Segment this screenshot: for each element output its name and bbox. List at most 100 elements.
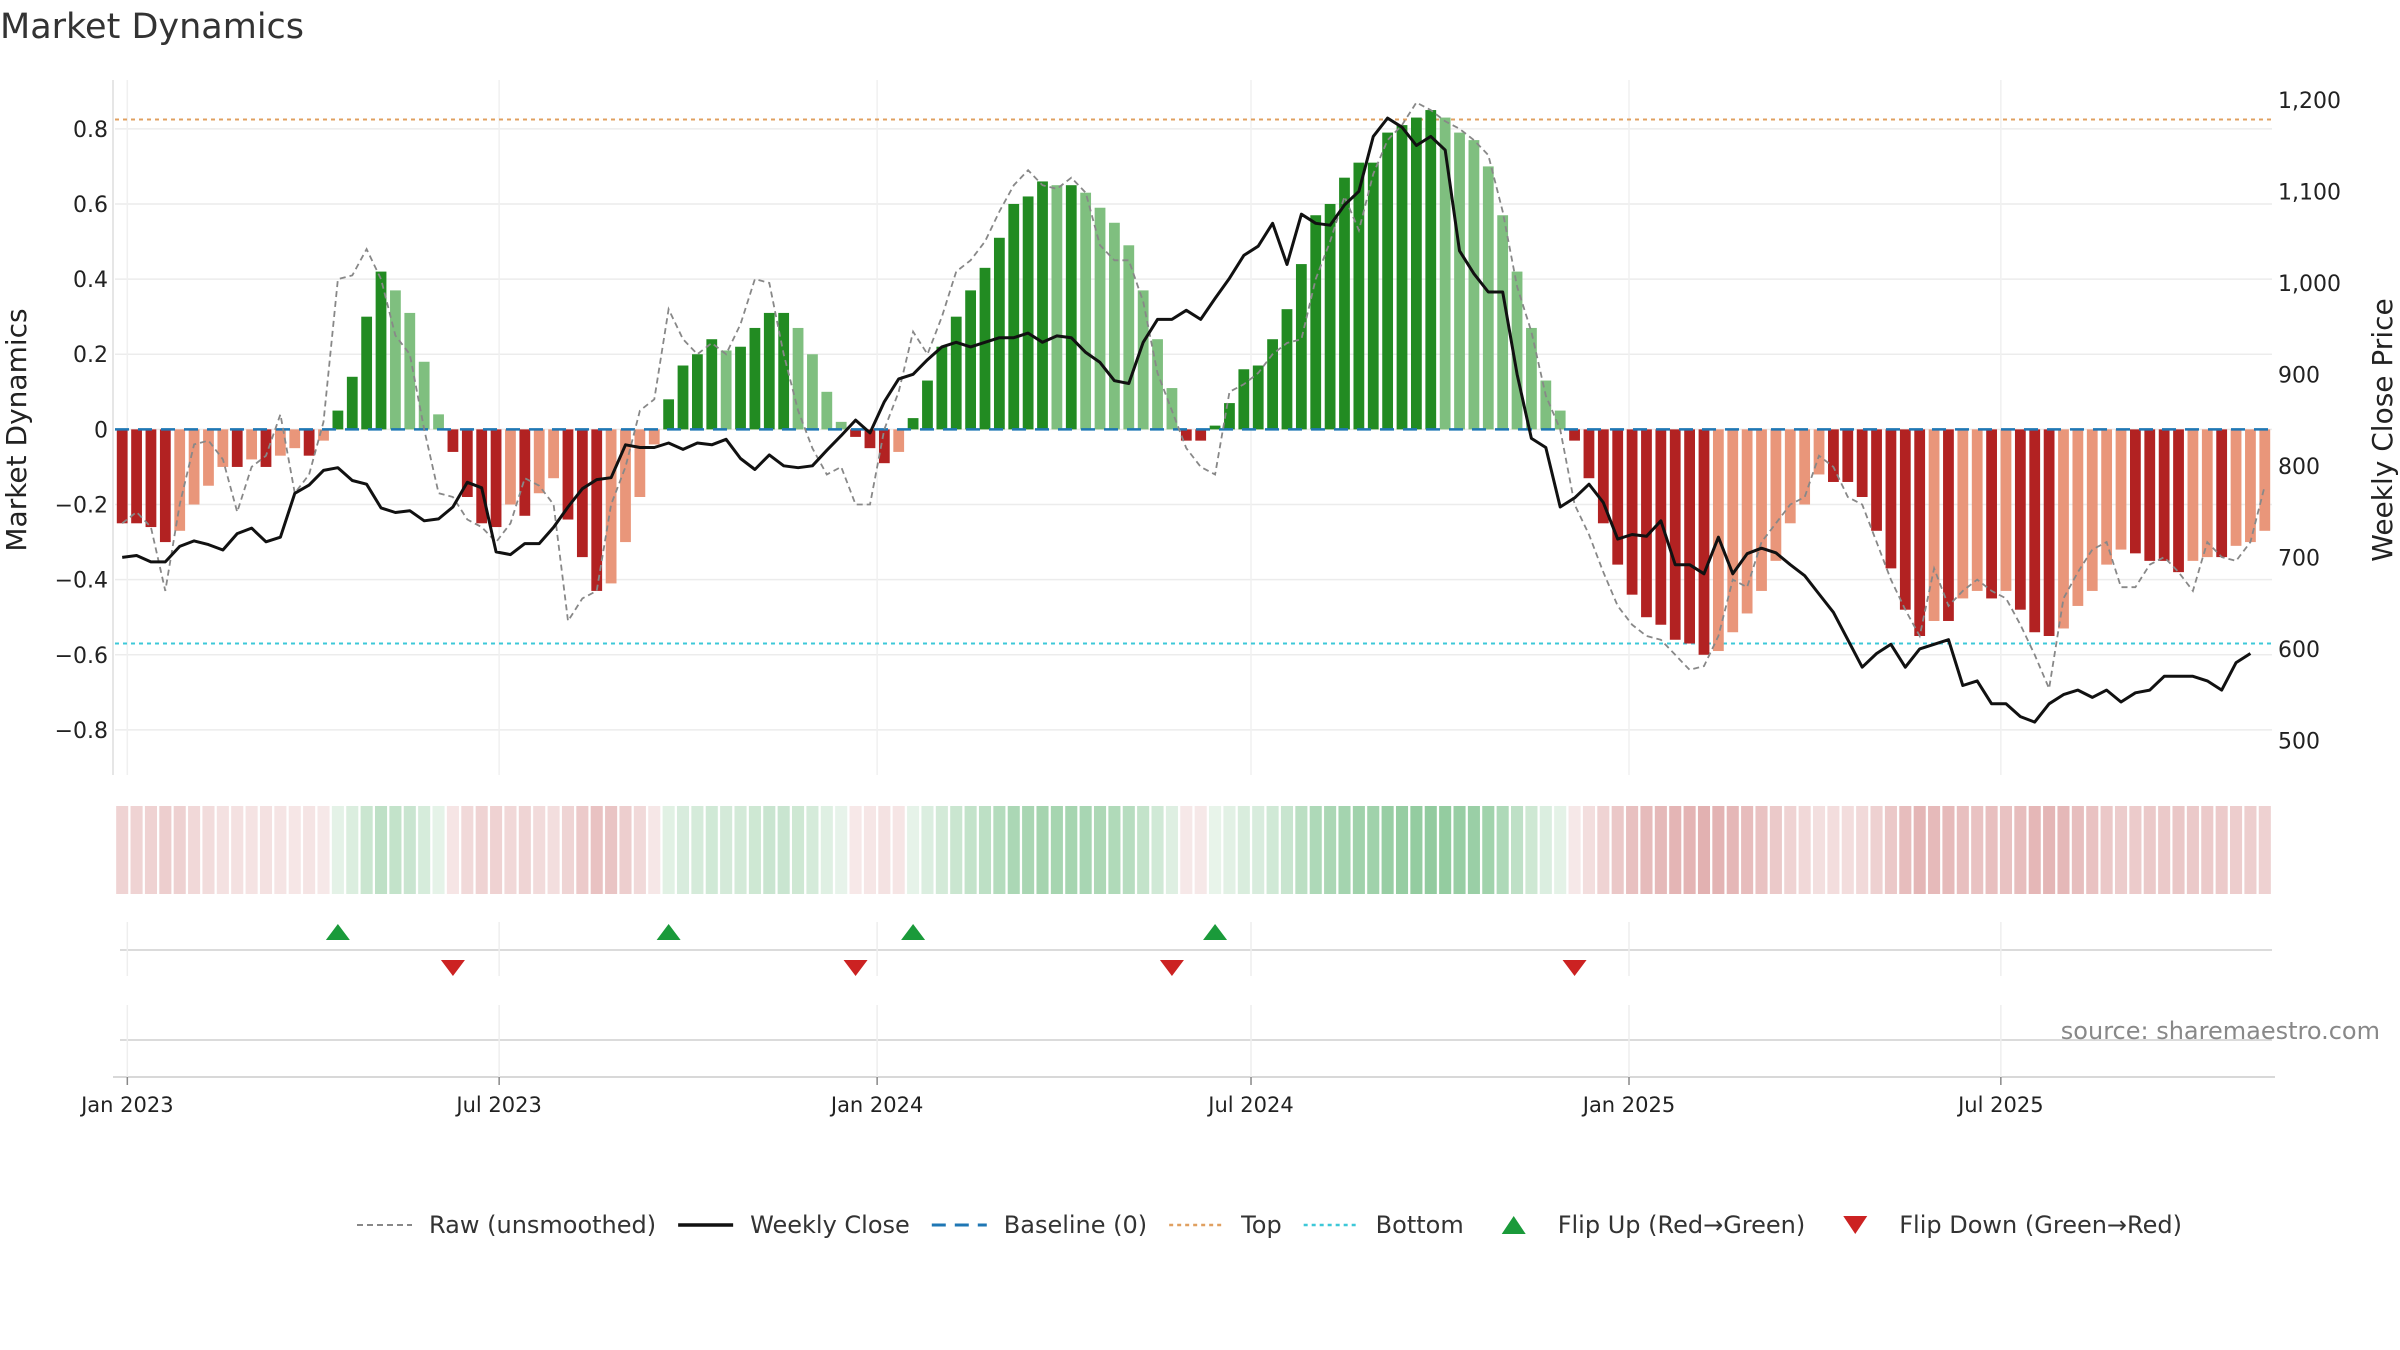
regime-cell — [1180, 806, 1193, 894]
dynamics-bar — [2072, 429, 2084, 606]
dynamics-bar — [648, 429, 660, 445]
dynamics-bar — [289, 429, 301, 449]
dynamics-bar — [2014, 429, 2026, 610]
dynamics-bar — [332, 410, 344, 430]
regime-cell — [1942, 806, 1955, 894]
dynamics-bar — [318, 429, 329, 441]
right-tick-label: 800 — [2278, 455, 2320, 480]
regime-cell — [1151, 806, 1164, 894]
dynamics-bar — [1526, 327, 1537, 430]
regime-cell — [907, 806, 920, 894]
regime-cell — [1769, 806, 1782, 894]
regime-cell — [2014, 806, 2027, 894]
legend-item-baseline: Baseline (0) — [931, 1211, 1147, 1239]
regime-cell — [835, 806, 848, 894]
right-axis-label: Weekly Close Price — [2366, 298, 2399, 561]
dynamics-bar — [274, 429, 286, 456]
dynamics-bar — [490, 429, 502, 528]
dynamics-bar — [2144, 429, 2156, 561]
dynamics-bar — [519, 429, 531, 516]
dynamics-bar — [433, 414, 444, 430]
regime-cell — [1295, 806, 1308, 894]
dynamics-bar — [1439, 117, 1451, 430]
dynamics-bar — [878, 429, 890, 464]
regime-cell — [1913, 806, 1926, 894]
regime-cell — [1309, 806, 1322, 894]
regime-cell — [389, 806, 402, 894]
dynamics-bar — [1353, 162, 1365, 430]
regime-cell — [2186, 806, 2199, 894]
dynamics-bar — [461, 429, 473, 497]
legend-label: Weekly Close — [750, 1211, 910, 1239]
dynamics-bar — [1109, 222, 1120, 430]
regime-cell — [216, 806, 229, 894]
legend-item-top: Top — [1169, 1211, 1282, 1239]
dynamics-bar — [2101, 429, 2113, 565]
dynamics-bar — [447, 429, 459, 452]
regime-cell — [475, 806, 488, 894]
regime-cell — [2158, 806, 2171, 894]
left-tick-label: 0.2 — [73, 343, 108, 368]
regime-cell — [1827, 806, 1840, 894]
dynamics-bar — [1856, 429, 1868, 497]
regime-cell — [1453, 806, 1466, 894]
dynamics-bar — [2187, 429, 2199, 561]
left-tick-label: −0.8 — [55, 719, 108, 744]
raw-series-line — [121, 101, 2266, 692]
dynamics-bar — [1195, 429, 1207, 441]
regime-cell — [1597, 806, 1610, 894]
dynamics-bar — [677, 365, 689, 430]
regime-cell — [1683, 806, 1696, 894]
dynamics-bar — [203, 429, 214, 486]
regime-cell — [2129, 806, 2142, 894]
flip-down-marker — [1159, 960, 1184, 976]
dynamics-bar — [390, 290, 401, 430]
regime-cell — [1137, 806, 1150, 894]
dynamics-bar — [1871, 429, 1882, 531]
dynamics-bar — [1655, 429, 1667, 625]
dynamics-bar — [1957, 429, 1969, 599]
dynamics-bar — [1425, 110, 1437, 430]
dynamics-bar — [1842, 429, 1854, 482]
regime-cell — [331, 806, 344, 894]
dynamics-bar — [1051, 185, 1063, 430]
dynamics-bar — [2086, 429, 2098, 591]
regime-cell — [303, 806, 316, 894]
regime-cell — [1439, 806, 1452, 894]
regime-cell — [1741, 806, 1754, 894]
regime-cell — [892, 806, 905, 894]
dynamics-bar — [231, 429, 243, 467]
regime-cell — [950, 806, 963, 894]
regime-cell — [547, 806, 560, 894]
legend-swatch — [1501, 1216, 1526, 1234]
right-tick-label: 1,000 — [2278, 272, 2341, 297]
dynamics-bar — [260, 429, 272, 467]
left-axis-ticks: −0.8 −0.6 −0.4 −0.2 0 0.2 0.4 0.6 0.8 — [55, 118, 108, 744]
regime-cell — [231, 806, 244, 894]
dynamics-bar — [1123, 245, 1135, 430]
regime-cell — [1036, 806, 1049, 894]
regime-cell — [1525, 806, 1538, 894]
dynamics-bar — [562, 429, 574, 520]
regime-cell — [1669, 806, 1682, 894]
dynamics-bar — [188, 429, 200, 505]
regime-cell — [360, 806, 373, 894]
regime-cell — [432, 806, 445, 894]
regime-cell — [792, 806, 805, 894]
dynamics-bar — [1928, 429, 1940, 621]
right-tick-label: 1,100 — [2278, 180, 2341, 205]
dynamics-bar — [850, 429, 861, 437]
dynamics-bar — [691, 354, 703, 430]
regime-cell — [2100, 806, 2113, 894]
dynamics-bar — [2216, 429, 2228, 558]
dynamics-bar — [1756, 429, 1767, 591]
dynamics-bar — [1569, 429, 1580, 441]
regime-cell — [1899, 806, 1912, 894]
dynamics-bar — [246, 429, 258, 460]
dynamics-bar — [1626, 429, 1638, 595]
regime-cell — [202, 806, 215, 894]
dynamics-bar — [1612, 429, 1624, 565]
legend-item-bottom: Bottom — [1303, 1211, 1464, 1239]
regime-cell — [144, 806, 157, 894]
